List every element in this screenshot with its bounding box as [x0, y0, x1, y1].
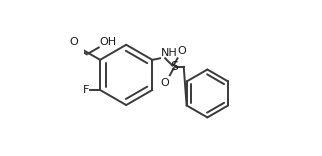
Text: OH: OH [99, 37, 117, 47]
Text: S: S [170, 60, 178, 73]
Text: NH: NH [161, 48, 177, 58]
Text: F: F [83, 85, 89, 95]
Text: O: O [161, 78, 169, 88]
Text: O: O [178, 46, 186, 56]
Text: O: O [69, 37, 78, 47]
